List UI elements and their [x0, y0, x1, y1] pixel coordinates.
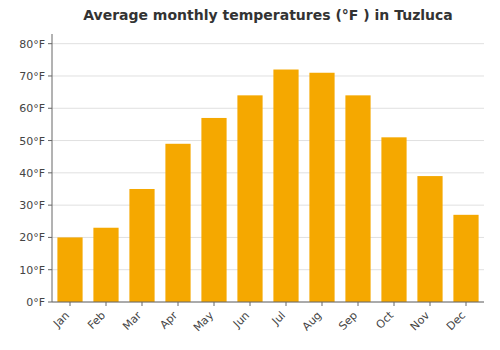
bars	[57, 70, 478, 302]
grid-line	[52, 302, 484, 303]
bar	[237, 95, 262, 302]
bar	[57, 237, 82, 302]
x-tick	[142, 302, 143, 306]
y-tick-label: 70°F	[19, 70, 45, 83]
bar	[129, 189, 154, 302]
grid-line	[52, 75, 484, 76]
x-tick	[286, 302, 287, 306]
x-tick	[70, 302, 71, 306]
x-tick-label: May	[191, 309, 217, 335]
x-tick-label: Feb	[85, 309, 108, 332]
y-tick-label: 0°F	[26, 296, 45, 309]
bar	[381, 137, 406, 302]
chart: Average monthly temperatures (°F ) in Tu…	[0, 0, 500, 350]
chart-container: Average monthly temperatures (°F ) in Tu…	[0, 0, 500, 350]
x-tick-label: Jan	[50, 309, 72, 331]
y-tick	[48, 172, 52, 173]
y-tick-label: 40°F	[19, 167, 45, 180]
title: Average monthly temperatures (°F ) in Tu…	[83, 7, 453, 23]
y-tick	[48, 205, 52, 206]
x-tick-label: Dec	[444, 309, 468, 333]
x-tick-label: Oct	[373, 308, 396, 331]
y-tick	[48, 108, 52, 109]
grid	[52, 44, 484, 302]
x-tick-label: Sep	[336, 309, 360, 333]
y-tick-label: 50°F	[19, 135, 45, 148]
y-tick	[48, 75, 52, 76]
y-tick-label: 10°F	[19, 264, 45, 277]
y-tick-label: 80°F	[19, 38, 45, 51]
x-tick-label: Nov	[408, 309, 433, 334]
x-tick	[394, 302, 395, 306]
bar	[345, 95, 370, 302]
y-tick	[48, 237, 52, 238]
bar	[453, 215, 478, 302]
y-tick-label: 30°F	[19, 199, 45, 212]
grid-line	[52, 108, 484, 109]
x-tick	[250, 302, 251, 306]
y-axis-line	[52, 34, 53, 302]
x-tick	[466, 302, 467, 306]
bar	[417, 176, 442, 302]
y-tick-label: 60°F	[19, 102, 45, 115]
bar	[309, 73, 334, 302]
y-tick	[48, 43, 52, 44]
bar	[201, 118, 226, 302]
grid-line	[52, 140, 484, 141]
bar	[93, 228, 118, 302]
x-tick-label: Jul	[269, 309, 288, 328]
x-tick-label: Mar	[120, 309, 144, 333]
x-tick	[214, 302, 215, 306]
x-tick	[430, 302, 431, 306]
grid-line	[52, 172, 484, 173]
x-tick	[106, 302, 107, 306]
x-tick	[322, 302, 323, 306]
bar	[273, 70, 298, 302]
y-tick	[48, 140, 52, 141]
y-tick	[48, 302, 52, 303]
x-tick	[178, 302, 179, 306]
x-axis: Jan Feb Mar Apr May Jun Jul Aug Sep Oct Nov Dec	[50, 302, 484, 334]
x-tick-label: Aug	[300, 309, 324, 333]
x-tick-label: Jun	[230, 309, 252, 331]
bar	[165, 144, 190, 302]
x-tick-label: Apr	[157, 309, 180, 332]
y-tick-label: 20°F	[19, 231, 45, 244]
grid-line	[52, 43, 484, 44]
x-tick	[358, 302, 359, 306]
y-tick	[48, 269, 52, 270]
y-axis: 0°F 10°F 20°F 30°F 40°F 50°F 60°F 70°F 80°F	[19, 34, 52, 309]
x-axis-line	[52, 302, 484, 303]
